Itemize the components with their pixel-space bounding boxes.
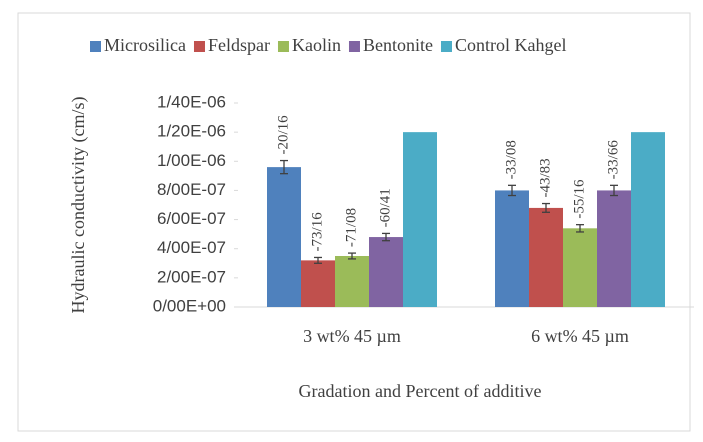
x-tick-label: 6 wt% 45 µm: [531, 326, 629, 346]
y-tick-label: 1/00E-06: [157, 151, 226, 170]
y-tick-label: 0/00E+00: [153, 296, 226, 315]
legend-label: Bentonite: [363, 35, 433, 55]
y-tick-label: 1/40E-06: [157, 92, 226, 111]
bar: [529, 208, 563, 307]
bar-label: -71/08: [343, 208, 359, 247]
legend-swatch: [349, 41, 360, 52]
bar: [369, 237, 403, 307]
bar-label: -33/08: [503, 140, 519, 179]
bar-label: -73/16: [309, 212, 325, 252]
y-tick-label: 2/00E-07: [157, 267, 226, 286]
x-tick-label: 3 wt% 45 µm: [303, 326, 401, 346]
bar: [495, 190, 529, 307]
y-axis-title: Hydraulic conductivity (cm/s): [68, 97, 89, 314]
bar: [335, 256, 369, 307]
legend-swatch: [90, 41, 101, 52]
x-axis-title: Gradation and Percent of additive: [299, 381, 542, 401]
chart: Hydraulic conductivity (cm/s) Gradation …: [0, 0, 703, 442]
bar: [301, 260, 335, 307]
legend-swatch: [441, 41, 452, 52]
bar-label: -20/16: [275, 115, 291, 155]
bar: [267, 167, 301, 307]
bar-label: -60/41: [377, 188, 393, 227]
legend-label: Kaolin: [292, 35, 341, 55]
bar: [403, 132, 437, 307]
bar-label: -43/83: [537, 158, 553, 197]
legend-label: Feldspar: [208, 35, 270, 55]
y-tick-label: 6/00E-07: [157, 209, 226, 228]
legend-swatch: [278, 41, 289, 52]
y-tick-label: 8/00E-07: [157, 180, 226, 199]
bar: [563, 228, 597, 307]
legend-swatch: [194, 41, 205, 52]
legend-label: Control Kahgel: [455, 35, 566, 55]
y-tick-label: 4/00E-07: [157, 238, 226, 257]
bar: [597, 190, 631, 307]
y-tick-label: 1/20E-06: [157, 122, 226, 141]
bar: [631, 132, 665, 307]
bar-label: -55/16: [571, 179, 587, 219]
bar-label: -33/66: [605, 140, 621, 180]
legend-label: Microsilica: [104, 35, 186, 55]
